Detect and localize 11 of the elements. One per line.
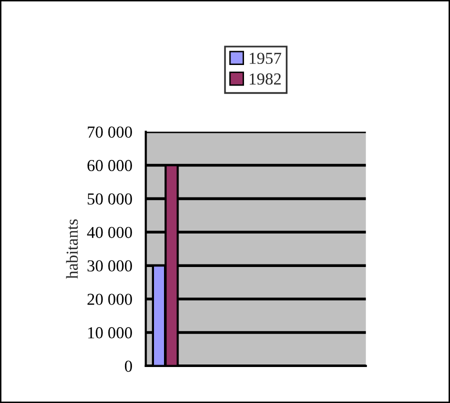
legend-label: 1982	[250, 73, 281, 85]
y-tick-label: 60 000	[87, 160, 132, 172]
y-tick-label: 50 000	[88, 193, 132, 205]
y-axis-title: habitants	[66, 219, 78, 279]
y-tick-label: 0	[124, 360, 132, 372]
y-tick-label: 70 000	[88, 126, 132, 138]
y-tick-label: 20 000	[88, 294, 132, 305]
y-tick-label: 30 000	[88, 260, 132, 272]
y-tick-label: 40 000	[87, 226, 132, 238]
legend-label: 1957	[250, 52, 282, 64]
y-tick-label: 10 000	[88, 327, 132, 338]
